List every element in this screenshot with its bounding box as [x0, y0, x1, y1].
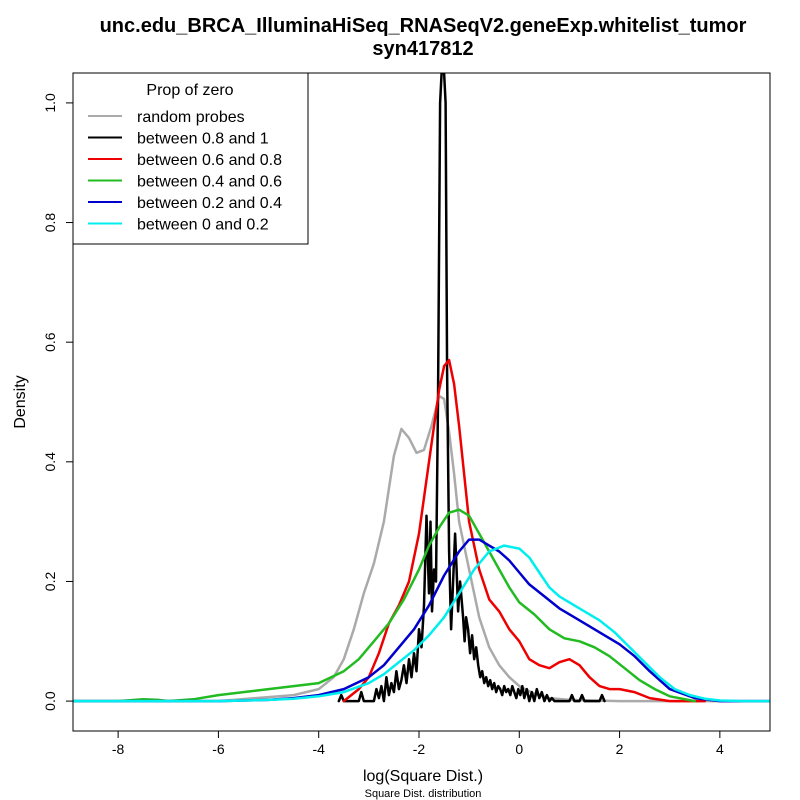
series-curves: [73, 73, 770, 703]
y-tick-label: 0.2: [42, 572, 58, 592]
x-tick-label: 0: [515, 741, 523, 757]
x-tick-label: -2: [413, 741, 426, 757]
x-tick-label: 4: [716, 741, 724, 757]
legend-entry-1: between 0.8 and 1: [137, 131, 269, 148]
x-axis: -8 -6 -4 -2 0 2 4: [112, 730, 724, 757]
chart-title: unc.edu_BRCA_IlluminaHiSeq_RNASeqV2.gene…: [100, 15, 747, 37]
x-axis-sublabel: Square Dist. distribution: [365, 788, 482, 800]
legend-title: Prop of zero: [146, 82, 233, 99]
x-axis-label: log(Square Dist.): [363, 768, 483, 785]
series-line-2: [342, 358, 707, 703]
y-axis-label: Density: [12, 375, 29, 428]
legend-items: random probes between 0.8 and 1 between 0.…: [88, 109, 282, 234]
x-tick-label: -4: [312, 741, 325, 757]
legend-entry-2: between 0.6 and 0.8: [137, 152, 282, 169]
series-line-4: [73, 538, 770, 703]
legend-entry-4: between 0.2 and 0.4: [137, 195, 282, 212]
y-tick-label: 0.6: [42, 332, 58, 352]
series-line-1: [337, 73, 606, 703]
y-tick-label: 0.4: [42, 452, 58, 472]
x-tick-label: 2: [616, 741, 624, 757]
x-tick-label: -6: [212, 741, 225, 757]
series-line-3: [73, 508, 697, 703]
legend-entry-0: random probes: [137, 109, 245, 126]
chart-subtitle: syn417812: [372, 38, 473, 60]
legend-entry-3: between 0.4 and 0.6: [137, 174, 282, 191]
legend: Prop of zero random probes between 0.8 an…: [72, 72, 309, 245]
y-tick-label: 0.8: [42, 213, 58, 233]
x-tick-label: -8: [112, 741, 125, 757]
y-tick-label: 1.0: [42, 93, 58, 113]
series-line-5: [73, 544, 770, 703]
y-tick-label: 0.0: [42, 691, 58, 711]
legend-entry-5: between 0 and 0.2: [137, 217, 269, 234]
